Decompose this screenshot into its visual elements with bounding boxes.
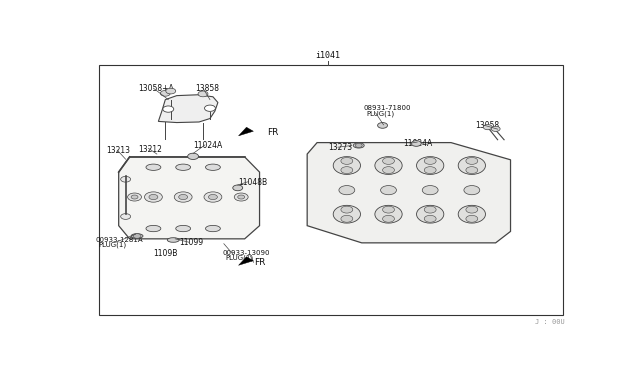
Circle shape — [163, 106, 173, 112]
Circle shape — [412, 141, 421, 146]
Circle shape — [121, 176, 131, 182]
Text: 13273: 13273 — [328, 143, 352, 152]
Circle shape — [383, 157, 394, 164]
Ellipse shape — [333, 205, 360, 223]
Circle shape — [383, 167, 394, 173]
Text: J : 00U: J : 00U — [535, 319, 565, 325]
Circle shape — [149, 195, 158, 200]
Text: 11048B: 11048B — [237, 178, 267, 187]
Circle shape — [383, 215, 394, 222]
Polygon shape — [158, 95, 218, 122]
Circle shape — [464, 186, 480, 195]
Circle shape — [133, 234, 141, 238]
Text: 13858: 13858 — [195, 84, 219, 93]
Circle shape — [145, 192, 163, 202]
Ellipse shape — [417, 157, 444, 174]
Circle shape — [339, 186, 355, 195]
Circle shape — [466, 215, 478, 222]
Circle shape — [424, 206, 436, 213]
Text: 1109B: 1109B — [154, 248, 178, 258]
Text: FR: FR — [255, 259, 266, 267]
Text: 08931-71800: 08931-71800 — [364, 105, 412, 111]
Circle shape — [341, 206, 353, 213]
Circle shape — [234, 193, 248, 201]
Ellipse shape — [333, 157, 360, 174]
Text: PLUG(1): PLUG(1) — [367, 110, 395, 117]
Ellipse shape — [458, 157, 486, 174]
Circle shape — [424, 215, 436, 222]
Text: i1041: i1041 — [316, 51, 340, 60]
Circle shape — [121, 214, 131, 219]
Ellipse shape — [417, 205, 444, 223]
Circle shape — [198, 91, 208, 97]
Circle shape — [466, 167, 478, 173]
Text: 11024A: 11024A — [403, 139, 433, 148]
Circle shape — [422, 186, 438, 195]
Ellipse shape — [353, 143, 364, 148]
Ellipse shape — [205, 164, 220, 170]
Circle shape — [355, 144, 362, 147]
Text: 00933-13090: 00933-13090 — [223, 250, 270, 256]
Ellipse shape — [146, 225, 161, 232]
Circle shape — [209, 195, 218, 200]
Polygon shape — [239, 127, 253, 136]
Text: PLUG(1): PLUG(1) — [99, 241, 127, 248]
Text: 13058: 13058 — [475, 121, 499, 130]
Circle shape — [188, 153, 198, 160]
Text: 11099: 11099 — [179, 238, 204, 247]
Text: 00933-1281A: 00933-1281A — [96, 237, 143, 243]
Polygon shape — [307, 142, 511, 243]
Ellipse shape — [205, 225, 220, 232]
Circle shape — [205, 105, 216, 111]
Polygon shape — [239, 257, 253, 265]
Circle shape — [174, 192, 192, 202]
Circle shape — [341, 167, 353, 173]
Circle shape — [466, 157, 478, 164]
Circle shape — [131, 195, 138, 199]
Circle shape — [378, 122, 388, 128]
Circle shape — [383, 206, 394, 213]
Text: 11024A: 11024A — [193, 141, 222, 150]
Ellipse shape — [146, 164, 161, 170]
Ellipse shape — [375, 157, 402, 174]
Circle shape — [127, 193, 141, 201]
Text: 13212: 13212 — [138, 145, 163, 154]
Text: 13213: 13213 — [106, 146, 130, 155]
Circle shape — [491, 126, 500, 131]
Circle shape — [341, 215, 353, 222]
Circle shape — [166, 88, 176, 94]
Circle shape — [381, 186, 396, 195]
Ellipse shape — [131, 234, 143, 238]
Ellipse shape — [176, 225, 191, 232]
Ellipse shape — [375, 205, 402, 223]
Circle shape — [161, 90, 170, 96]
Circle shape — [424, 157, 436, 164]
Circle shape — [341, 157, 353, 164]
Circle shape — [424, 167, 436, 173]
Circle shape — [179, 195, 188, 200]
Polygon shape — [118, 157, 260, 239]
Text: PLUG(1): PLUG(1) — [226, 255, 254, 261]
Circle shape — [204, 192, 222, 202]
Circle shape — [483, 125, 492, 130]
Bar — [99, 65, 563, 315]
Text: FR: FR — [268, 128, 279, 137]
Circle shape — [237, 195, 244, 199]
Circle shape — [466, 206, 478, 213]
Circle shape — [233, 185, 243, 191]
Ellipse shape — [167, 238, 179, 242]
Ellipse shape — [176, 164, 191, 170]
Text: 13058+A: 13058+A — [138, 84, 174, 93]
Ellipse shape — [458, 205, 486, 223]
